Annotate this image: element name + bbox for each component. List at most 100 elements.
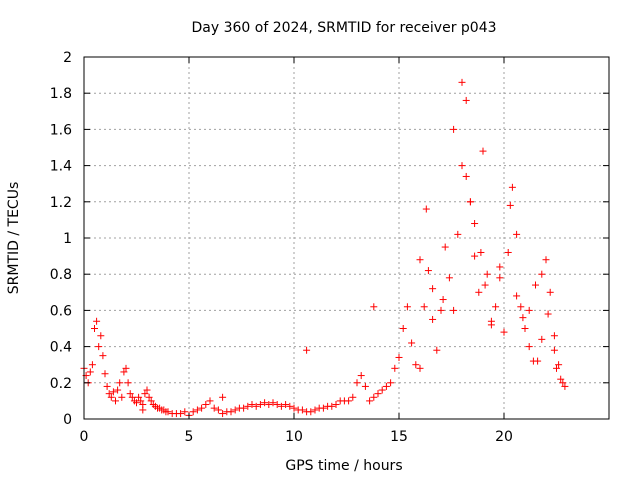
data-point [553, 364, 560, 372]
data-point [517, 303, 525, 311]
data-point [513, 230, 521, 238]
data-point [542, 256, 550, 264]
data-point [145, 393, 153, 401]
data-point [311, 406, 319, 414]
data-point [286, 402, 294, 410]
data-point [559, 379, 567, 387]
data-point [450, 125, 458, 133]
data-point [487, 321, 495, 329]
data-point [508, 183, 516, 191]
data-point [139, 406, 147, 414]
data-point [105, 390, 113, 398]
y-tick-label: 0.6 [50, 303, 72, 319]
data-point [403, 303, 411, 311]
data-point [429, 315, 437, 323]
x-tick-label: 20 [495, 429, 513, 445]
data-point [477, 248, 485, 256]
x-tick-label: 15 [390, 429, 408, 445]
data-point [483, 270, 491, 278]
data-point [103, 382, 111, 390]
data-point [164, 408, 172, 416]
data-point [391, 364, 399, 372]
data-point [439, 296, 447, 304]
data-point [231, 406, 239, 414]
data-point [496, 274, 504, 282]
data-point [141, 390, 149, 398]
data-point [357, 372, 365, 380]
data-points [80, 78, 569, 419]
data-point [544, 310, 552, 318]
y-tick-label: 1.6 [50, 122, 72, 138]
data-point [395, 353, 403, 361]
data-point [471, 220, 479, 228]
data-point [437, 306, 445, 314]
data-point [550, 346, 558, 354]
data-point [561, 382, 569, 390]
data-point [534, 357, 542, 365]
data-point [124, 379, 132, 387]
data-point [519, 314, 527, 322]
data-point [450, 306, 458, 314]
data-point [116, 379, 124, 387]
x-axis-title: GPS time / hours [285, 458, 402, 474]
data-point [500, 328, 508, 336]
data-point [256, 401, 264, 409]
data-point [328, 402, 336, 410]
data-point [454, 230, 462, 238]
data-point [277, 402, 285, 410]
data-point [387, 379, 395, 387]
data-point [532, 281, 539, 289]
data-point [133, 399, 140, 407]
data-point [445, 274, 453, 282]
data-point [382, 382, 390, 390]
data-point [481, 281, 489, 289]
data-point [557, 375, 565, 383]
y-tick-label: 0.8 [50, 267, 72, 283]
data-point [429, 285, 437, 293]
data-point [109, 388, 117, 396]
y-tick-label: 0 [63, 412, 72, 428]
data-point [265, 401, 273, 409]
data-point [408, 339, 416, 347]
x-tick-label: 0 [80, 429, 89, 445]
data-point [496, 263, 504, 271]
x-tick-label: 5 [185, 429, 194, 445]
data-point [412, 361, 420, 369]
data-point [177, 410, 185, 418]
data-point [101, 370, 109, 378]
data-point [135, 393, 143, 401]
data-point [112, 397, 119, 405]
data-point [378, 386, 386, 394]
data-point [366, 397, 374, 405]
data-point [361, 382, 369, 390]
data-point [93, 317, 101, 325]
data-point [433, 346, 441, 354]
data-point [349, 393, 357, 401]
data-point [181, 408, 189, 416]
data-point [525, 343, 533, 351]
data-point [370, 303, 378, 311]
data-point [546, 288, 554, 296]
y-tick-label: 1.8 [50, 86, 72, 102]
data-point [128, 393, 136, 401]
data-point [492, 303, 500, 311]
data-point [219, 393, 227, 401]
data-point [462, 96, 470, 104]
data-point [143, 386, 151, 394]
data-point [374, 390, 382, 398]
data-point [462, 172, 470, 180]
data-point [137, 397, 145, 405]
data-point [319, 404, 327, 412]
data-point [206, 397, 214, 405]
data-point [479, 147, 487, 155]
axis-ticks: 00.20.40.60.811.21.41.61.820 5 10 15 20 [50, 50, 609, 445]
data-point [91, 325, 98, 332]
y-tick-label: 0.2 [50, 376, 72, 392]
y-tick-label: 1.2 [50, 195, 72, 211]
data-point [88, 361, 96, 369]
data-point [538, 335, 546, 343]
y-tick-label: 1.4 [50, 159, 72, 175]
data-point [370, 393, 378, 401]
data-point [416, 256, 424, 264]
data-point [416, 364, 424, 372]
